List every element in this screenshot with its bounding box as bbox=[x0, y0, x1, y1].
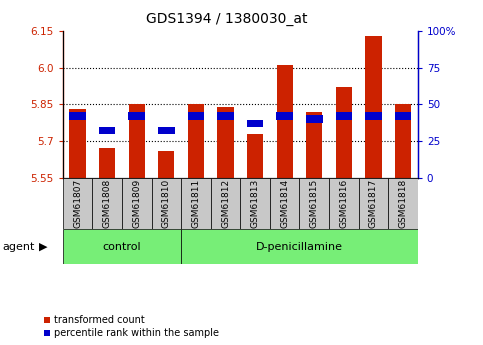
Bar bbox=[181, 229, 418, 264]
Bar bbox=[63, 178, 92, 229]
Bar bbox=[211, 178, 241, 229]
Text: GSM61811: GSM61811 bbox=[191, 179, 200, 228]
Bar bbox=[158, 151, 174, 178]
Bar bbox=[306, 112, 322, 178]
Text: GSM61816: GSM61816 bbox=[340, 179, 348, 228]
Text: agent: agent bbox=[2, 242, 35, 252]
Text: GSM61810: GSM61810 bbox=[162, 179, 171, 228]
Bar bbox=[306, 115, 323, 123]
Bar bbox=[336, 87, 352, 178]
Text: GSM61818: GSM61818 bbox=[398, 179, 408, 228]
Text: GDS1394 / 1380030_at: GDS1394 / 1380030_at bbox=[146, 12, 308, 26]
Text: GSM61814: GSM61814 bbox=[280, 179, 289, 228]
Text: GSM61807: GSM61807 bbox=[73, 179, 82, 228]
Bar bbox=[395, 105, 411, 178]
Bar bbox=[276, 112, 293, 120]
Text: control: control bbox=[103, 242, 141, 252]
Bar bbox=[122, 178, 152, 229]
Bar bbox=[181, 178, 211, 229]
Bar bbox=[388, 178, 418, 229]
Bar bbox=[247, 120, 263, 127]
Bar bbox=[329, 178, 358, 229]
Bar bbox=[247, 134, 263, 178]
Bar bbox=[241, 178, 270, 229]
Bar bbox=[358, 178, 388, 229]
Bar bbox=[69, 112, 86, 120]
Bar bbox=[299, 178, 329, 229]
Bar bbox=[365, 112, 382, 120]
Text: GSM61808: GSM61808 bbox=[103, 179, 112, 228]
Bar bbox=[365, 36, 382, 178]
Bar bbox=[395, 112, 412, 120]
Bar bbox=[99, 148, 115, 178]
Bar bbox=[158, 127, 175, 135]
Text: GSM61815: GSM61815 bbox=[310, 179, 319, 228]
Bar bbox=[187, 112, 204, 120]
Bar bbox=[92, 178, 122, 229]
Text: ▶: ▶ bbox=[39, 242, 48, 252]
Bar bbox=[63, 229, 181, 264]
Text: GSM61812: GSM61812 bbox=[221, 179, 230, 228]
Bar bbox=[270, 178, 299, 229]
Bar bbox=[217, 112, 234, 120]
Bar bbox=[152, 178, 181, 229]
Legend: transformed count, percentile rank within the sample: transformed count, percentile rank withi… bbox=[43, 315, 219, 338]
Text: D-penicillamine: D-penicillamine bbox=[256, 242, 343, 252]
Bar bbox=[128, 112, 145, 120]
Bar bbox=[99, 127, 115, 135]
Bar bbox=[217, 107, 234, 178]
Bar bbox=[277, 65, 293, 178]
Bar bbox=[336, 112, 352, 120]
Bar bbox=[70, 109, 85, 178]
Bar bbox=[128, 105, 145, 178]
Text: GSM61809: GSM61809 bbox=[132, 179, 141, 228]
Text: GSM61813: GSM61813 bbox=[251, 179, 259, 228]
Text: GSM61817: GSM61817 bbox=[369, 179, 378, 228]
Bar bbox=[188, 105, 204, 178]
